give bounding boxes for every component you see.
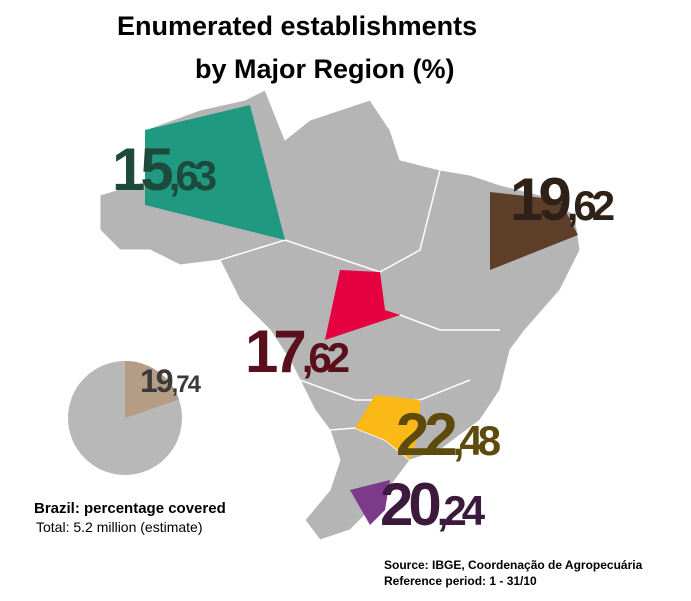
region-shape — [325, 270, 400, 340]
pie-total: Total: 5.2 million (estimate) — [36, 519, 203, 535]
region-shape — [355, 395, 420, 460]
region-value: 20,24 — [380, 471, 486, 538]
source: Reference period: 1 - 31/10 — [384, 574, 537, 588]
title-line: by Major Region (%) — [195, 54, 455, 84]
pie-slice — [125, 361, 179, 418]
pie-caption: Brazil: percentage covered — [34, 500, 226, 517]
region-shape — [145, 105, 285, 240]
pie-value: 19,74 — [140, 363, 202, 399]
title-line: Enumerated establishments — [117, 11, 477, 41]
region-value: 17,62 — [245, 318, 349, 385]
region-shape — [350, 480, 390, 525]
region-shape — [490, 192, 578, 270]
region-value: 15,63 — [112, 136, 216, 203]
source: Source: IBGE, Coordenação de Agropecuári… — [384, 558, 643, 572]
region-value: 19,62 — [510, 166, 614, 233]
